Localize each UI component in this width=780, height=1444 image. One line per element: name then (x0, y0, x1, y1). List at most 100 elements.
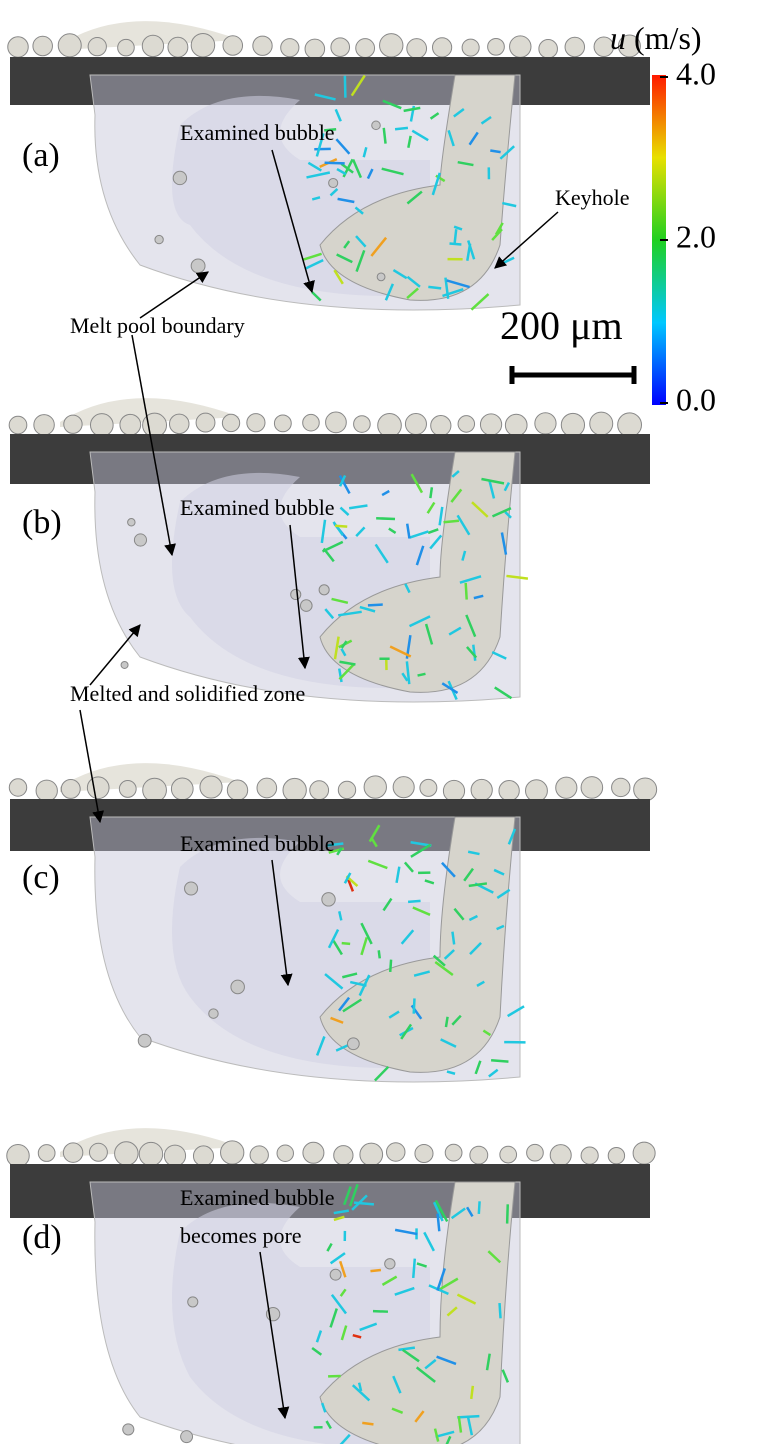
powder-particle (33, 36, 53, 56)
bubble (138, 1034, 151, 1047)
bubble (231, 980, 245, 994)
bubble (185, 882, 198, 895)
velocity-arrow (335, 526, 347, 527)
powder-particle (535, 413, 556, 434)
powder-particle (407, 39, 427, 59)
velocity-arrow (418, 674, 426, 676)
annotation: Examined bubble (180, 1185, 335, 1210)
bubble (300, 600, 312, 612)
velocity-arrow (507, 1204, 508, 1223)
powder-particle (526, 780, 548, 802)
powder-particle (38, 1145, 55, 1162)
powder-particle (458, 416, 475, 433)
powder-particle (310, 781, 329, 800)
colorbar-tick-label: 0.0 (676, 381, 716, 417)
velocity-arrow (408, 901, 420, 902)
velocity-arrow (345, 76, 346, 98)
powder-particle (168, 37, 188, 57)
powder-particle (142, 35, 163, 56)
panel-label: (c) (22, 859, 60, 896)
colorbar-tick-label: 4.0 (676, 55, 716, 91)
bubble (322, 893, 335, 906)
velocity-arrow (428, 287, 441, 289)
annotation: Keyhole (555, 185, 630, 210)
velocity-arrow (490, 151, 500, 153)
powder-particle (171, 778, 193, 800)
powder-particle (386, 1143, 405, 1162)
bubble (188, 1297, 198, 1307)
velocity-arrow (373, 1311, 388, 1312)
powder-particle (462, 39, 479, 56)
powder-particle (58, 34, 81, 57)
powder-particle (378, 414, 402, 438)
powder-particle (405, 413, 426, 434)
powder-particle (118, 39, 135, 56)
powder-particle (550, 1145, 571, 1166)
velocity-arrow (457, 1416, 479, 1417)
powder-particle (488, 38, 505, 55)
panel (9, 763, 656, 1082)
powder-particle (633, 1142, 655, 1164)
powder-particle (443, 780, 464, 801)
panel-label: (b) (22, 504, 62, 541)
powder-particle (283, 778, 306, 801)
powder-particle (303, 1142, 324, 1163)
powder-particle (608, 1148, 624, 1164)
powder-particle (193, 1146, 213, 1166)
velocity-arrow (325, 163, 345, 164)
annotation: Examined bubble (180, 831, 335, 856)
powder-particle (88, 38, 106, 56)
panel (8, 21, 650, 310)
powder-particle (354, 416, 371, 433)
powder-particle (257, 778, 277, 798)
velocity-arrow (446, 1017, 448, 1027)
panels (7, 21, 657, 1444)
powder-particle (222, 414, 239, 431)
velocity-arrow (354, 1203, 374, 1205)
powder-particle (274, 415, 291, 432)
powder-particle (364, 776, 386, 798)
powder-particle (281, 39, 299, 57)
powder-particle (420, 779, 437, 796)
powder-particle (8, 37, 28, 57)
bubble (191, 259, 205, 273)
powder-particle (334, 1146, 353, 1165)
powder-particle (196, 413, 215, 432)
bubble (155, 235, 163, 243)
powder-particle (120, 414, 141, 435)
velocity-arrow (479, 1201, 480, 1214)
velocity-arrow (384, 128, 386, 144)
powder-particle (61, 779, 80, 798)
powder-particle (277, 1145, 293, 1161)
powder-particle (510, 36, 531, 57)
panel-label: (a) (22, 137, 60, 174)
velocity-arrow (500, 1303, 501, 1318)
powder-particle (539, 40, 558, 59)
powder-particle (9, 416, 27, 434)
velocity-arrow (466, 583, 467, 600)
scale-bar (512, 366, 634, 384)
powder-particle (581, 777, 603, 799)
bubble (134, 534, 146, 546)
powder-particle (7, 1145, 29, 1167)
powder-particle (9, 779, 26, 796)
powder-particle (360, 1143, 383, 1166)
powder-particle (581, 1147, 598, 1164)
bubble (181, 1431, 193, 1443)
powder-particle (89, 1143, 107, 1161)
powder-particle (119, 781, 136, 798)
annotation: Melt pool boundary (70, 313, 245, 338)
velocity-arrow (438, 1214, 440, 1232)
velocity-arrow (362, 1423, 373, 1424)
annotation: Examined bubble (180, 120, 335, 145)
velocity-arrow (368, 605, 383, 606)
annotation: Melted and solidified zone (70, 681, 305, 706)
powder-particle (634, 778, 657, 801)
bubble (385, 1259, 395, 1269)
powder-particle (445, 1144, 462, 1161)
bubble (173, 171, 186, 184)
bubble (128, 519, 135, 526)
powder-particle (561, 413, 584, 436)
powder-particle (223, 36, 243, 56)
powder-particle (471, 779, 492, 800)
